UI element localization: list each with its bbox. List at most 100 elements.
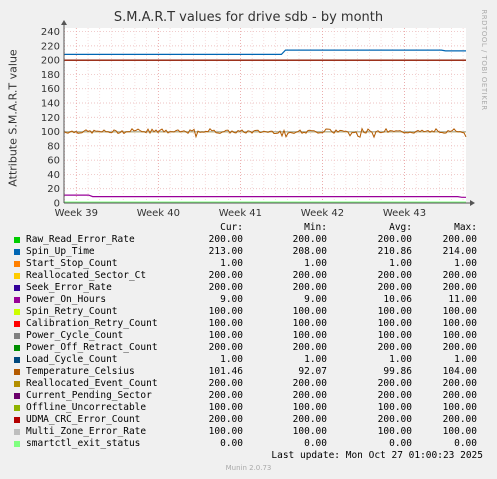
legend-item: Raw_Read_Error_Rate 200.00 200.00 200.00 200…: [14, 234, 484, 246]
legend-col-avg: Avg:: [389, 222, 412, 233]
legend-value-avg: 100.00: [377, 330, 412, 341]
legend-item: Reallocated_Sector_Ct 200.00 200.00 200.00 2…: [14, 270, 484, 282]
legend-item: Load_Cycle_Count 1.00 1.00 1.00 1.00: [14, 354, 484, 366]
legend-series-name: Multi_Zone_Error_Rate: [26, 426, 147, 437]
legend-swatch: [14, 441, 20, 447]
legend-value-max: 200.00: [442, 390, 477, 401]
legend-value-avg: 100.00: [377, 426, 412, 437]
y-axis-arrow: [61, 20, 67, 25]
legend-value-min: 200.00: [292, 414, 327, 425]
legend-value-max: 100.00: [442, 306, 477, 317]
y-tick-label: 40: [47, 170, 60, 181]
legend-series-name: smartctl_exit_status: [26, 438, 141, 449]
series-line: [64, 49, 466, 56]
x-axis-arrow: [470, 200, 475, 206]
legend-value-max: 100.00: [442, 426, 477, 437]
legend-item: Calibration_Retry_Count 100.00 100.00 100.0…: [14, 318, 484, 330]
y-tick-label: 180: [41, 70, 60, 81]
legend-swatch: [14, 297, 20, 303]
legend-swatch: [14, 381, 20, 387]
legend-value-cur: 1.00: [220, 354, 243, 365]
y-tick-label: 120: [41, 113, 60, 124]
legend-swatch: [14, 417, 20, 423]
legend-series-name: Reallocated_Event_Count: [26, 378, 158, 389]
legend-series-name: Start_Stop_Count: [26, 258, 118, 269]
legend-series-name: Power_On_Hours: [26, 294, 107, 305]
legend-value-max: 104.00: [442, 366, 477, 377]
legend-value-cur: 100.00: [208, 330, 243, 341]
legend-value-avg: 200.00: [377, 342, 412, 353]
legend-value-avg: 1.00: [389, 258, 412, 269]
x-tick-label: Week 43: [383, 208, 426, 219]
legend-col-cur: Cur:: [220, 222, 243, 233]
y-tick-label: 220: [41, 41, 60, 52]
legend-item: Offline_Uncorrectable 100.00 100.00 100.00 1…: [14, 402, 484, 414]
legend-header: Cur: Min: Avg: Max:: [14, 222, 484, 234]
legend-item: Spin_Retry_Count 100.00 100.00 100.00 100.00: [14, 306, 484, 318]
legend-value-avg: 100.00: [377, 318, 412, 329]
series-line: [64, 194, 466, 198]
legend-value-avg: 200.00: [377, 282, 412, 293]
legend-value-avg: 200.00: [377, 414, 412, 425]
legend-value-max: 1.00: [454, 354, 477, 365]
legend-value-max: 200.00: [442, 378, 477, 389]
legend-swatch: [14, 369, 20, 375]
x-tick-label: Week 40: [137, 208, 180, 219]
legend-value-min: 208.00: [292, 246, 327, 257]
legend-series-name: Spin_Retry_Count: [26, 306, 118, 317]
legend-value-avg: 10.06: [383, 294, 412, 305]
legend-value-avg: 100.00: [377, 306, 412, 317]
legend-value-max: 200.00: [442, 342, 477, 353]
legend-value-min: 100.00: [292, 306, 327, 317]
legend-value-min: 200.00: [292, 342, 327, 353]
legend-series-name: Reallocated_Sector_Ct: [26, 270, 147, 281]
legend-col-min: Min:: [304, 222, 327, 233]
legend-swatch: [14, 393, 20, 399]
legend-series-name: Power_Cycle_Count: [26, 330, 124, 341]
legend-value-cur: 9.00: [220, 294, 243, 305]
legend-value-min: 100.00: [292, 330, 327, 341]
legend-value-min: 200.00: [292, 270, 327, 281]
legend-series-name: Offline_Uncorrectable: [26, 402, 147, 413]
legend-item: smartctl_exit_status 0.00 0.00 0.00 0.00: [14, 438, 484, 450]
legend-value-max: 11.00: [448, 294, 477, 305]
legend-value-cur: 101.46: [208, 366, 243, 377]
legend-series-name: Temperature_Celsius: [26, 366, 135, 377]
legend-swatch: [14, 309, 20, 315]
legend-item: Reallocated_Event_Count 200.00 200.00 200.0…: [14, 378, 484, 390]
legend-item: Start_Stop_Count 1.00 1.00 1.00 1.00: [14, 258, 484, 270]
legend-series-name: Seek_Error_Rate: [26, 282, 112, 293]
legend-swatch: [14, 285, 20, 291]
legend-value-cur: 100.00: [208, 402, 243, 413]
y-tick-label: 160: [41, 84, 60, 95]
legend-value-cur: 200.00: [208, 282, 243, 293]
legend-value-avg: 200.00: [377, 378, 412, 389]
legend-value-min: 1.00: [304, 354, 327, 365]
x-tick-label: Week 42: [301, 208, 344, 219]
legend-swatch: [14, 405, 20, 411]
legend-item: Current_Pending_Sector 200.00 200.00 200.00…: [14, 390, 484, 402]
legend-value-min: 100.00: [292, 318, 327, 329]
legend-swatch: [14, 429, 20, 435]
legend-value-min: 92.07: [298, 366, 327, 377]
legend-value-avg: 200.00: [377, 234, 412, 245]
legend-series-name: Power_Off_Retract_Count: [26, 342, 158, 353]
legend-value-max: 0.00: [454, 438, 477, 449]
last-update: Last update: Mon Oct 27 01:00:23 2025: [271, 450, 483, 461]
y-tick-label: 0: [54, 199, 60, 210]
legend-value-max: 100.00: [442, 318, 477, 329]
legend-value-min: 200.00: [292, 282, 327, 293]
legend-series-name: Spin_Up_Time: [26, 246, 95, 257]
x-tick-label: Week 41: [219, 208, 262, 219]
series-line: [63, 127, 467, 139]
legend-value-min: 100.00: [292, 426, 327, 437]
legend-value-cur: 200.00: [208, 270, 243, 281]
y-tick-label: 140: [41, 99, 60, 110]
plot-area: [64, 28, 466, 203]
y-axis-label: Attribute S.M.A.R.T value: [6, 49, 20, 187]
y-tick-label: 100: [41, 127, 60, 138]
legend-swatch: [14, 249, 20, 255]
legend-value-max: 100.00: [442, 330, 477, 341]
rrdtool-watermark: RRDTOOL / TOBI OETIKER: [480, 9, 488, 111]
